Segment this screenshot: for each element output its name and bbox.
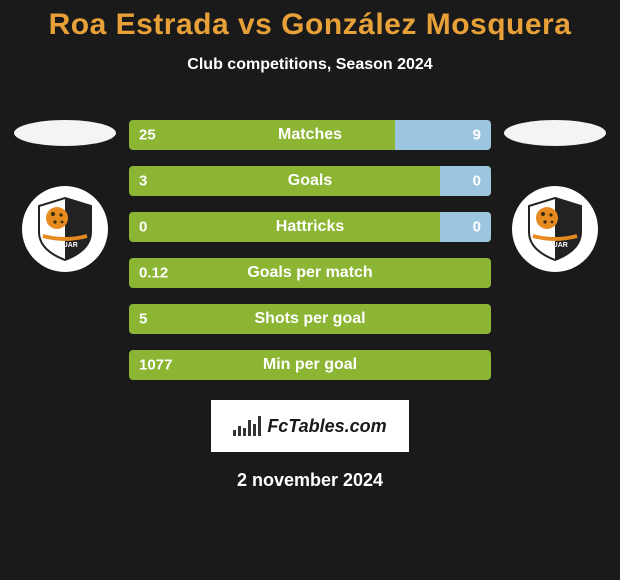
stat-value-left: 0.12 [139, 265, 168, 282]
left-country-flag [14, 120, 116, 146]
stat-row: 0.12 Goals per match [129, 258, 491, 288]
fctables-bar-icon [248, 420, 251, 436]
stat-row: 25 Matches 9 [129, 120, 491, 150]
right-club-logo: AGUAR [512, 186, 598, 272]
stat-label: Hattricks [276, 218, 344, 236]
infographic-date: 2 november 2024 [0, 470, 620, 491]
infographic-container: Roa Estrada vs González Mosquera Club co… [0, 0, 620, 580]
jaguares-logo-left: AGUAR [22, 186, 108, 272]
stat-label: Goals [288, 172, 332, 190]
right-player-col: AGUAR [495, 120, 615, 272]
stat-row: 3 Goals 0 [129, 166, 491, 196]
stat-bar-right [440, 212, 491, 242]
stat-bar-right [440, 166, 491, 196]
fctables-bar-icon [258, 416, 261, 436]
stat-value-left: 5 [139, 311, 147, 328]
stat-row: 5 Shots per goal [129, 304, 491, 334]
fctables-attribution: FcTables.com [211, 400, 409, 452]
stat-value-right: 9 [473, 127, 481, 144]
stat-value-left: 0 [139, 219, 147, 236]
stat-bar-left [129, 120, 395, 150]
jaguares-logo-right: AGUAR [512, 186, 598, 272]
fctables-bar-icon [238, 426, 241, 436]
page-subtitle: Club competitions, Season 2024 [0, 56, 620, 74]
stat-value-left: 3 [139, 173, 147, 190]
stat-row: 1077 Min per goal [129, 350, 491, 380]
svg-text:AGUAR: AGUAR [52, 242, 78, 249]
fctables-bar-icon [253, 424, 256, 436]
stat-value-left: 1077 [139, 357, 172, 374]
stat-label: Min per goal [263, 356, 357, 374]
stat-label: Goals per match [247, 264, 372, 282]
fctables-bar-icon [243, 428, 246, 436]
svg-text:AGUAR: AGUAR [542, 242, 568, 249]
stat-row: 0 Hattricks 0 [129, 212, 491, 242]
fctables-bar-icon [233, 430, 236, 436]
fctables-chart-icon [233, 416, 261, 436]
stat-label: Matches [278, 126, 342, 144]
stat-value-left: 25 [139, 127, 156, 144]
right-country-flag [504, 120, 606, 146]
fctables-label: FcTables.com [267, 416, 386, 437]
main-row: AGUAR 25 Matches 9 3 Goals 0 0 Hattricks 0 0.12 Go… [0, 120, 620, 380]
left-club-logo: AGUAR [22, 186, 108, 272]
stats-column: 25 Matches 9 3 Goals 0 0 Hattricks 0 0.12 Goals pe… [125, 120, 495, 380]
stat-value-right: 0 [473, 173, 481, 190]
stat-label: Shots per goal [254, 310, 365, 328]
stat-value-right: 0 [473, 219, 481, 236]
page-title: Roa Estrada vs González Mosquera [0, 8, 620, 42]
left-player-col: AGUAR [5, 120, 125, 272]
